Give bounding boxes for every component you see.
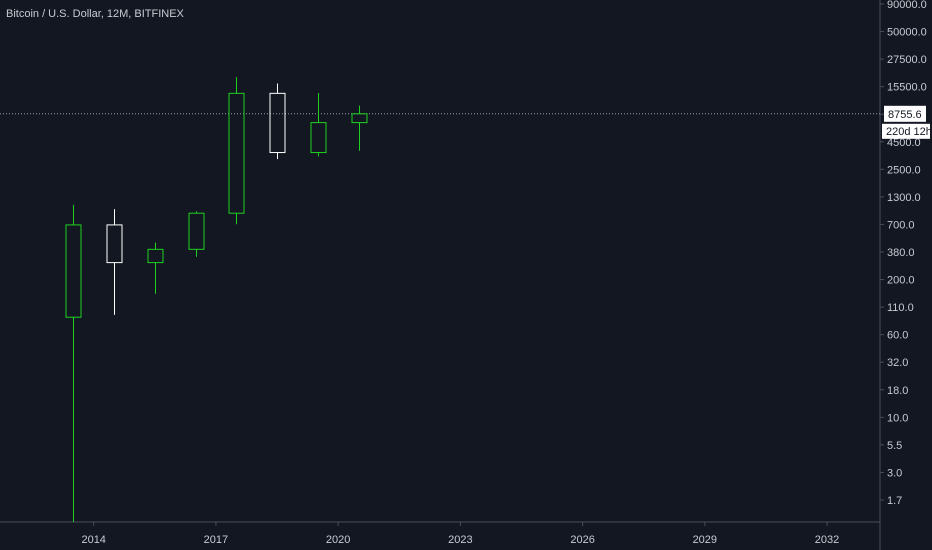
x-tick-label: 2029 [693, 534, 717, 546]
candle-body [351, 113, 368, 124]
y-tick-label: 50000.0 [887, 27, 927, 39]
y-tick-label: 27500.0 [887, 54, 927, 66]
candle-body [310, 122, 327, 154]
candles-group [65, 77, 368, 522]
candle-body [228, 92, 245, 214]
y-tick-label: 3.0 [887, 467, 902, 479]
candle-2016 [188, 211, 205, 257]
countdown-badge [882, 123, 930, 139]
y-tick-label: 380.0 [887, 247, 915, 259]
y-tick-label: 4500.0 [887, 137, 921, 149]
y-tick-label: 60.0 [887, 330, 908, 342]
last-price-badge [884, 105, 926, 122]
x-tick-label: 2026 [570, 534, 594, 546]
chart-title: Bitcoin / U.S. Dollar, 12M, BITFINEX [6, 8, 185, 20]
candle-body [269, 92, 286, 154]
y-tick-label: 15500.0 [887, 82, 927, 94]
price-badges: 8755.6 220d 12h [882, 105, 932, 139]
y-tick-label: 200.0 [887, 275, 915, 287]
x-tick-label: 2017 [204, 534, 228, 546]
x-tick-label: 2014 [81, 534, 105, 546]
last-price-label: 8755.6 [888, 109, 922, 121]
y-tick-label: 90000.0 [887, 0, 927, 11]
y-axis-ticks: 90000.050000.027500.015500.08500.04500.0… [880, 0, 927, 507]
y-tick-label: 5.5 [887, 440, 902, 452]
candle-body [65, 224, 82, 318]
y-tick-label: 2500.0 [887, 164, 921, 176]
candle-2013 [65, 204, 82, 522]
y-tick-label: 18.0 [887, 385, 908, 397]
x-axis-ticks: 2014 2017 2020 2023 2026 2029 2032 [81, 522, 839, 546]
y-tick-label: 700.0 [887, 219, 915, 231]
candle-2017 [228, 77, 245, 225]
candle-body [106, 224, 123, 264]
x-tick-label: 2020 [326, 534, 350, 546]
candle-2015 [147, 242, 164, 294]
candle-2019 [310, 93, 327, 157]
y-tick-label: 1.7 [887, 495, 902, 507]
x-tick-label: 2032 [815, 534, 839, 546]
y-tick-label: 1300.0 [887, 192, 921, 204]
candle-2020 [351, 105, 368, 151]
candle-body [147, 248, 164, 264]
x-tick-label: 2023 [448, 534, 472, 546]
y-tick-label: 10.0 [887, 412, 908, 424]
y-tick-label: 110.0 [887, 302, 914, 314]
candle-2014 [106, 209, 123, 315]
countdown-label: 220d 12h [886, 126, 932, 138]
y-tick-label: 32.0 [887, 357, 908, 369]
candle-body [188, 212, 205, 250]
candle-2018 [269, 83, 286, 160]
